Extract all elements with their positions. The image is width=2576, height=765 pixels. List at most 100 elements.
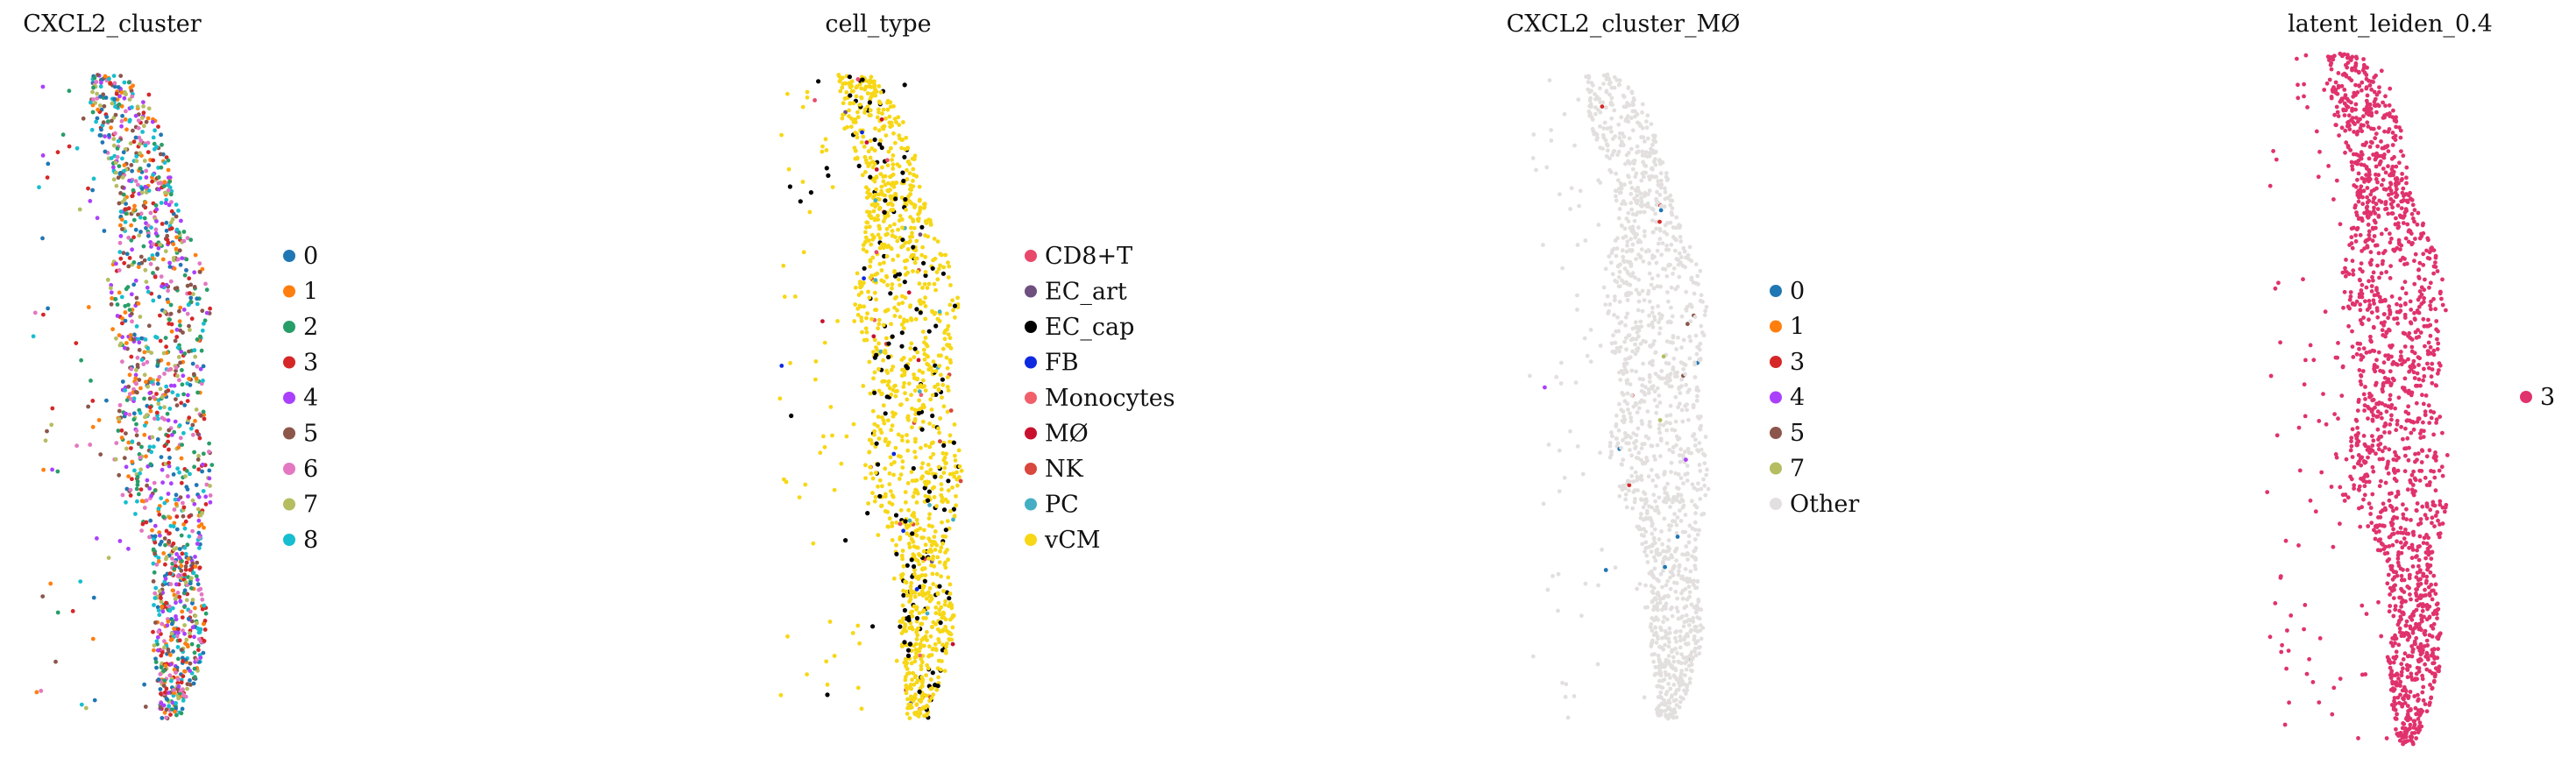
scatter-point (1664, 273, 1670, 279)
scatter-point (1657, 704, 1662, 709)
scatter-point (121, 251, 126, 256)
scatter-point (887, 440, 891, 445)
scatter-point (1627, 103, 1632, 108)
scatter-point (1645, 560, 1650, 564)
legend-marker (1770, 356, 1782, 368)
scatter-point (2354, 116, 2359, 120)
scatter-point (2360, 505, 2365, 510)
scatter-point (122, 456, 127, 461)
scatter-point (189, 316, 195, 322)
scatter-point (874, 345, 878, 350)
scatter-point (150, 119, 155, 124)
scatter-point (2387, 447, 2392, 452)
scatter-point (862, 337, 867, 343)
scatter-point (889, 428, 894, 433)
scatter-point (898, 214, 903, 218)
scatter-point (1694, 398, 1700, 403)
scatter-point (190, 598, 195, 602)
scatter-point (202, 619, 208, 623)
scatter-point (887, 386, 892, 391)
scatter-point (1678, 499, 1683, 505)
scatter-point (882, 421, 887, 426)
scatter-point (39, 689, 44, 693)
scatter-point (1701, 333, 1707, 338)
scatter-point (133, 376, 138, 381)
scatter-point (913, 455, 918, 460)
scatter-point (182, 526, 188, 531)
scatter-points (2265, 51, 2450, 747)
scatter-point (871, 334, 876, 339)
scatter-point (931, 359, 936, 365)
scatter-point (1600, 132, 1606, 138)
scatter-point (136, 182, 140, 188)
scatter-point (1554, 374, 1559, 379)
scatter-point (1658, 208, 1664, 213)
scatter-point (939, 487, 944, 492)
scatter-point (1624, 505, 1629, 510)
scatter-point (2394, 216, 2398, 221)
scatter-point (138, 175, 143, 181)
scatter-point (1587, 89, 1593, 95)
scatter-point (903, 490, 908, 494)
scatter-point (192, 464, 197, 470)
scatter-point (900, 603, 905, 608)
scatter-point (905, 563, 910, 568)
scatter-point (905, 318, 910, 323)
scatter-point (901, 528, 905, 534)
legend-label: 0 (303, 243, 318, 270)
scatter-point (902, 82, 907, 88)
scatter-point (174, 214, 179, 219)
scatter-point (1665, 706, 1671, 712)
scatter-point (129, 237, 134, 243)
scatter-point (1673, 419, 1678, 424)
scatter-point (890, 502, 895, 506)
scatter-point (891, 494, 896, 499)
scatter-point (1680, 614, 1685, 619)
scatter-point (1678, 695, 1684, 700)
scatter-point (1624, 361, 1629, 366)
scatter-point (1614, 194, 1618, 199)
scatter-point (1661, 354, 1666, 359)
scatter-point (930, 413, 935, 419)
scatter-point (207, 468, 212, 473)
scatter-point (1689, 304, 1694, 309)
scatter-point (188, 568, 193, 572)
scatter-point (1698, 497, 1703, 501)
scatter-point (1692, 520, 1698, 525)
scatter-point (1633, 400, 1638, 406)
scatter-point (1579, 613, 1584, 619)
scatter-point (145, 289, 151, 294)
scatter-point (174, 286, 180, 290)
scatter-point (114, 91, 119, 96)
scatter-point (863, 463, 868, 468)
scatter-point (933, 540, 938, 545)
scatter-point (1644, 125, 1650, 131)
scatter-point (1619, 445, 1623, 450)
scatter-point (921, 300, 926, 305)
scatter-point (778, 692, 784, 698)
scatter-point (1642, 399, 1646, 404)
scatter-point (127, 308, 132, 312)
scatter-point (2382, 129, 2387, 134)
scatter-point (1634, 287, 1639, 293)
legend-item: vCM (1025, 527, 1101, 554)
scatter-point (1693, 262, 1699, 267)
scatter-point (876, 484, 880, 489)
scatter-point (164, 220, 169, 225)
scatter-point (899, 145, 904, 151)
scatter-point (937, 430, 941, 436)
scatter-point (1682, 249, 1687, 254)
scatter-point (1662, 614, 1667, 620)
scatter-point (1634, 257, 1638, 261)
scatter-point (2372, 218, 2377, 223)
scatter-point (1641, 135, 1646, 140)
scatter-point (919, 224, 925, 230)
scatter-point (932, 281, 937, 287)
scatter-point (1650, 652, 1655, 657)
scatter-point (174, 670, 178, 675)
scatter-point (1659, 627, 1664, 633)
scatter-point (1662, 516, 1667, 521)
scatter-point (1678, 255, 1684, 259)
scatter-point (1604, 77, 1609, 81)
scatter-point (879, 145, 884, 151)
